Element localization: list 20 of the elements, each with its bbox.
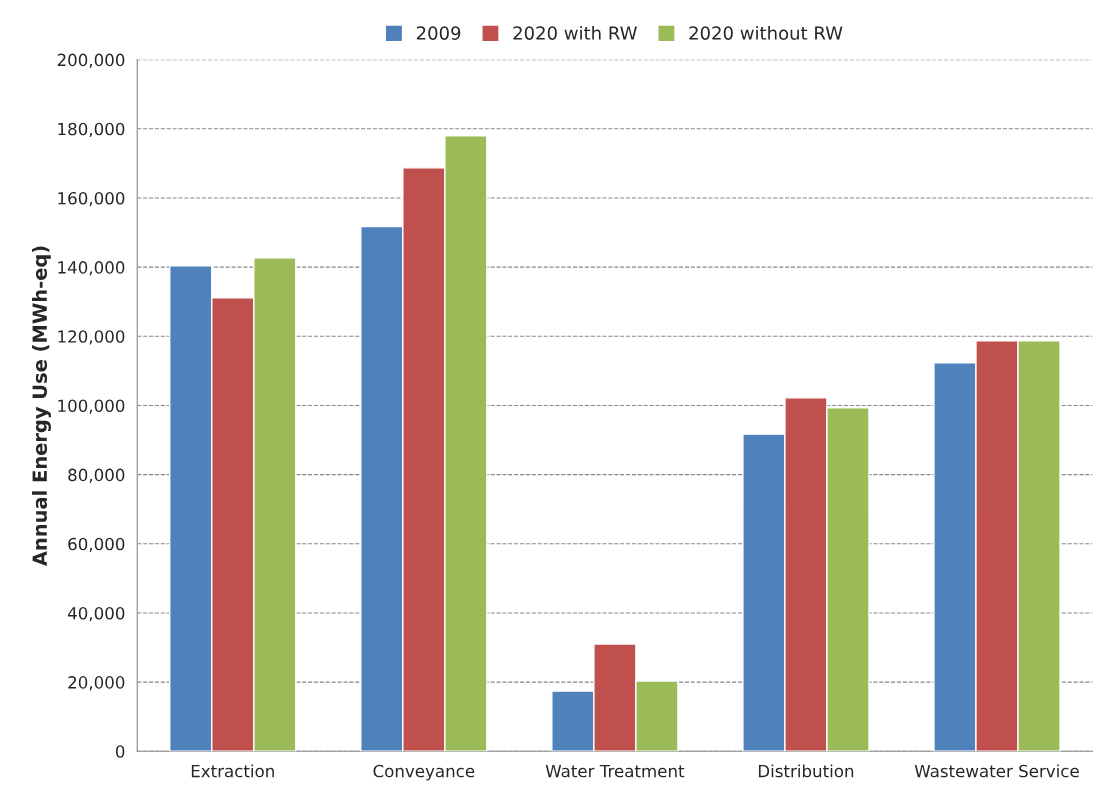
x-tick-label: Wastewater Service bbox=[914, 764, 1079, 778]
legend-label: 2009 bbox=[416, 26, 461, 40]
y-tick-label: 180,000 bbox=[58, 122, 125, 138]
y-tick-label: 120,000 bbox=[58, 330, 125, 345]
y-axis-title: Annual Energy Use (MWh-eq) bbox=[32, 246, 51, 567]
x-tick-label: Extraction bbox=[191, 764, 274, 778]
y-tick-label: 60,000 bbox=[68, 537, 125, 553]
y-tick-label: 0 bbox=[115, 745, 125, 758]
y-tick-label: 200,000 bbox=[57, 53, 125, 68]
y-tick-label: 40,000 bbox=[67, 606, 125, 622]
y-tick-label: 160,000 bbox=[58, 191, 125, 207]
x-tick-label: Distribution bbox=[758, 764, 854, 778]
legend-label: 2020 without RW bbox=[689, 25, 843, 40]
y-tick-label: 140,000 bbox=[58, 261, 125, 276]
y-tick-label: 20,000 bbox=[68, 676, 125, 691]
y-tick-label: 80,000 bbox=[68, 468, 125, 483]
y-tick-label: 100,000 bbox=[58, 399, 125, 414]
legend-label: 2020 with RW bbox=[513, 25, 637, 40]
x-tick-label: Conveyance bbox=[373, 764, 475, 781]
x-tick-label: Water Treatment bbox=[545, 764, 685, 778]
